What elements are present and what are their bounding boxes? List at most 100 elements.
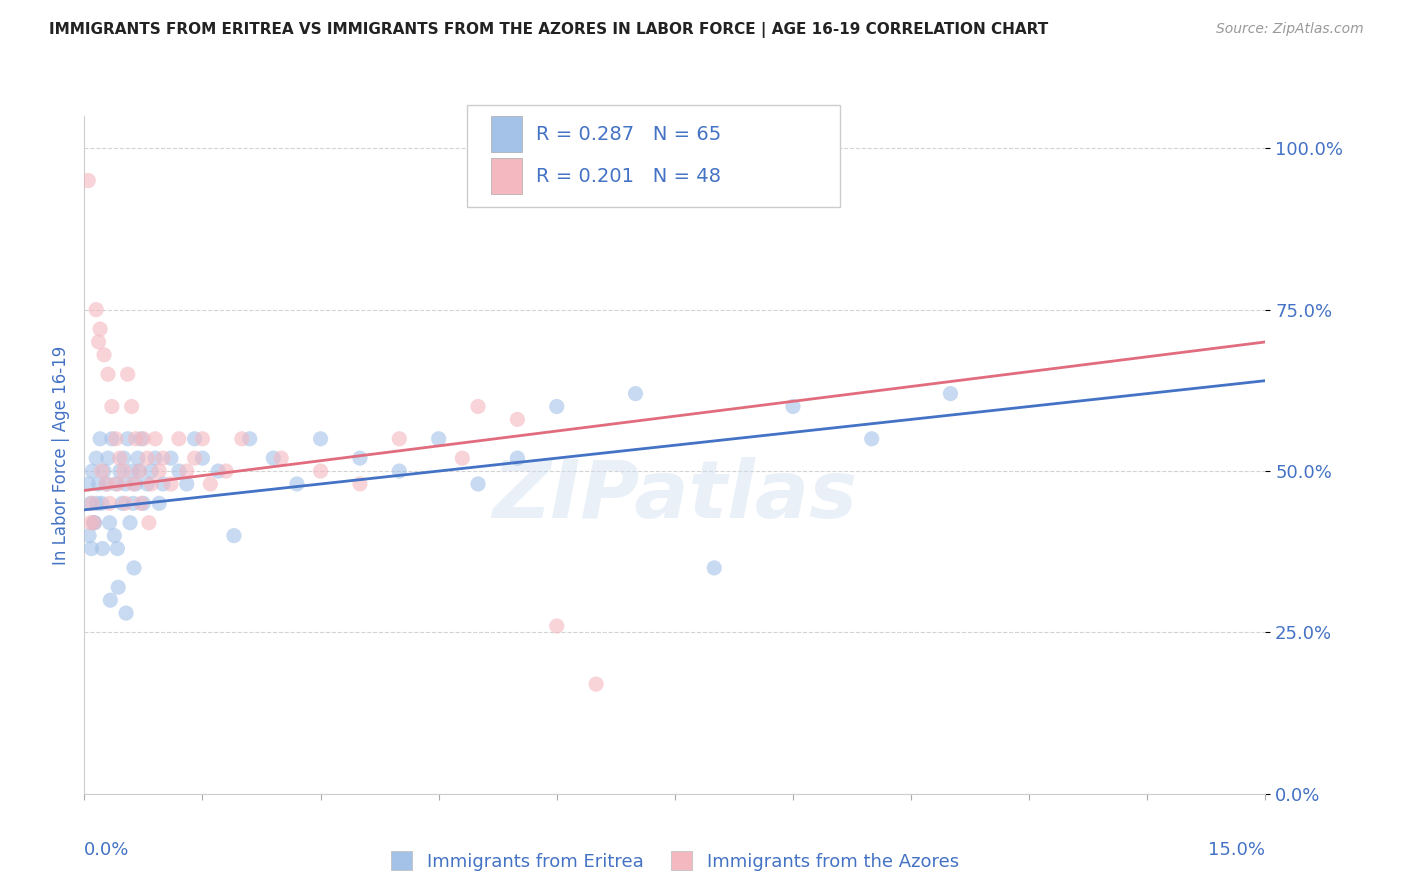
Point <box>152 477 174 491</box>
Point <box>108 451 131 466</box>
Point <box>108 464 131 478</box>
Point <box>83 516 105 530</box>
Point <box>121 464 143 478</box>
Point <box>122 477 145 491</box>
Point <box>127 451 149 466</box>
Point <box>104 432 127 446</box>
Point <box>349 477 371 491</box>
Point <box>388 432 411 446</box>
Point <box>467 477 489 491</box>
Point <box>98 593 121 607</box>
Point <box>122 496 145 510</box>
Point <box>90 464 112 478</box>
Point <box>546 400 568 414</box>
Point <box>77 477 100 491</box>
Point <box>138 516 160 530</box>
Point <box>388 464 411 478</box>
Point <box>96 477 118 491</box>
Point <box>107 580 129 594</box>
Point <box>104 477 127 491</box>
Text: Source: ZipAtlas.com: Source: ZipAtlas.com <box>1216 22 1364 37</box>
Point <box>624 386 647 401</box>
Point <box>91 541 114 556</box>
Point <box>93 348 115 362</box>
Point <box>191 451 214 466</box>
Point <box>111 496 134 510</box>
Point <box>84 451 107 466</box>
Point <box>231 432 253 446</box>
Point <box>87 334 110 349</box>
Point <box>89 432 111 446</box>
Legend: Immigrants from Eritrea, Immigrants from the Azores: Immigrants from Eritrea, Immigrants from… <box>382 842 967 880</box>
Point <box>309 464 332 478</box>
Point <box>101 432 124 446</box>
Point <box>200 477 222 491</box>
Point <box>148 464 170 478</box>
Point <box>215 464 238 478</box>
Point <box>129 432 152 446</box>
Point <box>79 516 101 530</box>
Point <box>160 451 183 466</box>
Y-axis label: In Labor Force | Age 16-19: In Labor Force | Age 16-19 <box>52 345 70 565</box>
Point <box>98 496 121 510</box>
Point <box>132 496 155 510</box>
Point <box>83 516 105 530</box>
Point <box>270 451 292 466</box>
Point <box>141 477 163 491</box>
Point <box>112 451 135 466</box>
Point <box>82 464 104 478</box>
Point <box>98 516 121 530</box>
Text: R = 0.201   N = 48: R = 0.201 N = 48 <box>536 167 721 186</box>
Point <box>160 477 183 491</box>
Point <box>167 464 190 478</box>
Point <box>96 477 118 491</box>
Point <box>860 432 883 446</box>
Point <box>222 528 245 542</box>
Point <box>114 496 136 510</box>
Point <box>148 496 170 510</box>
Point <box>262 451 284 466</box>
Point <box>939 386 962 401</box>
Point <box>124 432 146 446</box>
Point <box>77 528 100 542</box>
Point <box>136 451 159 466</box>
Point <box>136 477 159 491</box>
Text: 0.0%: 0.0% <box>84 841 129 859</box>
Point <box>97 451 120 466</box>
Point <box>143 451 166 466</box>
Point <box>82 496 104 510</box>
Point <box>115 606 138 620</box>
Point <box>128 464 150 478</box>
Point <box>239 432 262 446</box>
Point <box>309 432 332 446</box>
Point <box>80 541 103 556</box>
Point <box>191 432 214 446</box>
Point <box>167 432 190 446</box>
Text: R = 0.287   N = 65: R = 0.287 N = 65 <box>536 125 721 144</box>
Point <box>117 432 139 446</box>
Point <box>183 451 205 466</box>
Point <box>183 432 205 446</box>
Point <box>101 400 124 414</box>
Point <box>703 561 725 575</box>
Point <box>122 561 145 575</box>
Point <box>118 516 141 530</box>
Point <box>143 432 166 446</box>
Point <box>77 173 100 187</box>
Point <box>467 400 489 414</box>
Point <box>89 322 111 336</box>
Point <box>152 451 174 466</box>
Point <box>103 528 125 542</box>
Point <box>97 368 120 382</box>
Point <box>117 368 139 382</box>
Text: 15.0%: 15.0% <box>1208 841 1265 859</box>
Point <box>112 464 135 478</box>
Point <box>782 400 804 414</box>
Point <box>79 496 101 510</box>
Point <box>129 496 152 510</box>
Text: IMMIGRANTS FROM ERITREA VS IMMIGRANTS FROM THE AZORES IN LABOR FORCE | AGE 16-19: IMMIGRANTS FROM ERITREA VS IMMIGRANTS FR… <box>49 22 1049 38</box>
Point <box>87 477 110 491</box>
Point <box>86 496 108 510</box>
Point <box>451 451 474 466</box>
Point <box>506 451 529 466</box>
